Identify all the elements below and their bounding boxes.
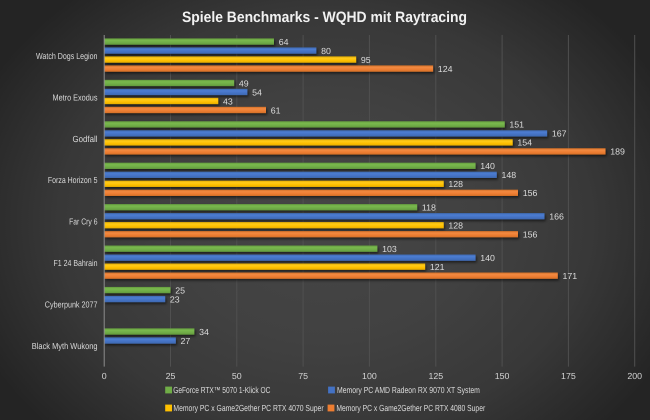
- svg-text:GeForce RTX™ 5070 1-Klick OC: GeForce RTX™ 5070 1-Klick OC: [173, 385, 271, 395]
- svg-text:124: 124: [438, 64, 453, 74]
- svg-text:Godfall: Godfall: [73, 134, 98, 144]
- svg-text:171: 171: [563, 271, 578, 281]
- svg-text:Black Myth Wukong: Black Myth Wukong: [32, 341, 98, 351]
- svg-text:75: 75: [298, 371, 308, 381]
- svg-text:140: 140: [480, 161, 495, 171]
- svg-text:175: 175: [561, 371, 576, 381]
- svg-text:23: 23: [170, 294, 180, 304]
- svg-text:140: 140: [480, 253, 495, 263]
- svg-text:95: 95: [361, 55, 371, 65]
- svg-text:27: 27: [181, 336, 191, 346]
- svg-text:Watch Dogs Legion: Watch Dogs Legion: [36, 51, 98, 61]
- svg-text:Memory PC AMD Radeon RX 9070 X: Memory PC AMD Radeon RX 9070 XT System: [337, 385, 480, 395]
- svg-text:148: 148: [502, 170, 517, 180]
- svg-text:200: 200: [627, 371, 642, 381]
- svg-text:Far Cry 6: Far Cry 6: [69, 217, 97, 227]
- svg-text:118: 118: [422, 203, 436, 213]
- svg-text:54: 54: [252, 87, 262, 97]
- svg-text:100: 100: [362, 371, 377, 381]
- svg-text:Spiele Benchmarks - WQHD mit R: Spiele Benchmarks - WQHD mit Raytracing: [182, 9, 467, 26]
- svg-text:121: 121: [430, 262, 445, 272]
- svg-text:156: 156: [523, 188, 538, 198]
- svg-text:166: 166: [549, 212, 564, 222]
- svg-text:25: 25: [166, 371, 176, 381]
- svg-text:189: 189: [610, 147, 625, 157]
- svg-text:61: 61: [271, 105, 281, 115]
- svg-text:Memory PC x Game2Gether PC RTX: Memory PC x Game2Gether PC RTX 4070 Supe…: [173, 403, 323, 413]
- svg-text:Memory PC x Game2Gether PC RTX: Memory PC x Game2Gether PC RTX 4080 Supe…: [336, 403, 485, 413]
- svg-text:128: 128: [448, 221, 463, 231]
- svg-text:64: 64: [279, 37, 289, 47]
- svg-text:167: 167: [552, 129, 567, 139]
- svg-text:150: 150: [495, 371, 510, 381]
- svg-text:103: 103: [382, 244, 397, 254]
- svg-text:156: 156: [523, 230, 538, 240]
- svg-text:Forza Horizon 5: Forza Horizon 5: [48, 175, 98, 185]
- svg-text:43: 43: [223, 96, 233, 106]
- svg-text:128: 128: [448, 179, 463, 189]
- svg-text:Metro Exodus: Metro Exodus: [53, 92, 98, 102]
- svg-text:125: 125: [428, 371, 443, 381]
- svg-text:34: 34: [199, 327, 209, 337]
- svg-text:Cyberpunk 2077: Cyberpunk 2077: [45, 300, 98, 310]
- svg-text:0: 0: [102, 371, 107, 381]
- svg-text:49: 49: [239, 78, 249, 88]
- svg-text:154: 154: [517, 138, 532, 148]
- svg-text:F1 24 Bahrain: F1 24 Bahrain: [54, 258, 98, 268]
- svg-text:50: 50: [232, 371, 242, 381]
- svg-text:151: 151: [509, 120, 524, 130]
- svg-text:25: 25: [175, 285, 185, 295]
- svg-text:80: 80: [321, 46, 331, 56]
